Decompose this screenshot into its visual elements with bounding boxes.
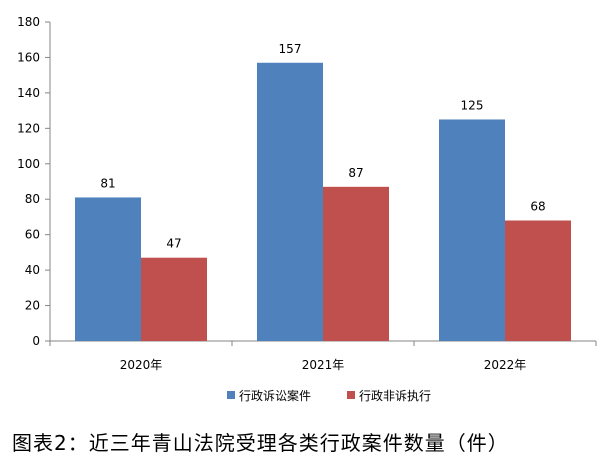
x-tick-label: 2021年 — [302, 358, 345, 372]
bar-litigation — [439, 119, 505, 341]
data-label: 157 — [279, 42, 302, 56]
y-tick-label: 20 — [25, 299, 40, 313]
y-tick-label: 120 — [17, 121, 40, 135]
y-tick-label: 180 — [17, 15, 40, 29]
bar-chart: 0 20 40 60 80 100 120 140 160 180 2020年 81 47 2021年 15… — [17, 15, 597, 403]
y-tick-label: 100 — [17, 157, 40, 171]
legend-label: 行政诉讼案件 — [239, 388, 311, 403]
y-tick-label: 60 — [25, 228, 40, 242]
bar-litigation — [257, 62, 323, 342]
legend-swatch — [347, 391, 355, 399]
bar-enforcement — [141, 257, 207, 341]
bar-enforcement — [323, 186, 389, 341]
bar-litigation — [75, 197, 141, 341]
data-label: 68 — [530, 199, 545, 213]
data-label: 81 — [100, 176, 115, 190]
y-tick-label: 140 — [17, 86, 40, 100]
data-label: 125 — [461, 98, 484, 112]
data-label: 87 — [348, 166, 363, 180]
y-tick-label: 160 — [17, 50, 40, 64]
x-tick-label: 2020年 — [120, 358, 163, 372]
y-tick-label: 40 — [25, 263, 40, 277]
data-label: 47 — [166, 237, 181, 251]
chart-caption: 图表2：近三年青山法院受理各类行政案件数量（件） — [12, 431, 509, 455]
bar-enforcement — [505, 220, 571, 341]
legend-label: 行政非诉执行 — [359, 389, 431, 403]
y-tick-label: 0 — [32, 334, 40, 348]
legend-swatch — [227, 391, 235, 399]
y-tick-label: 80 — [25, 192, 40, 206]
x-tick-label: 2022年 — [484, 358, 527, 372]
